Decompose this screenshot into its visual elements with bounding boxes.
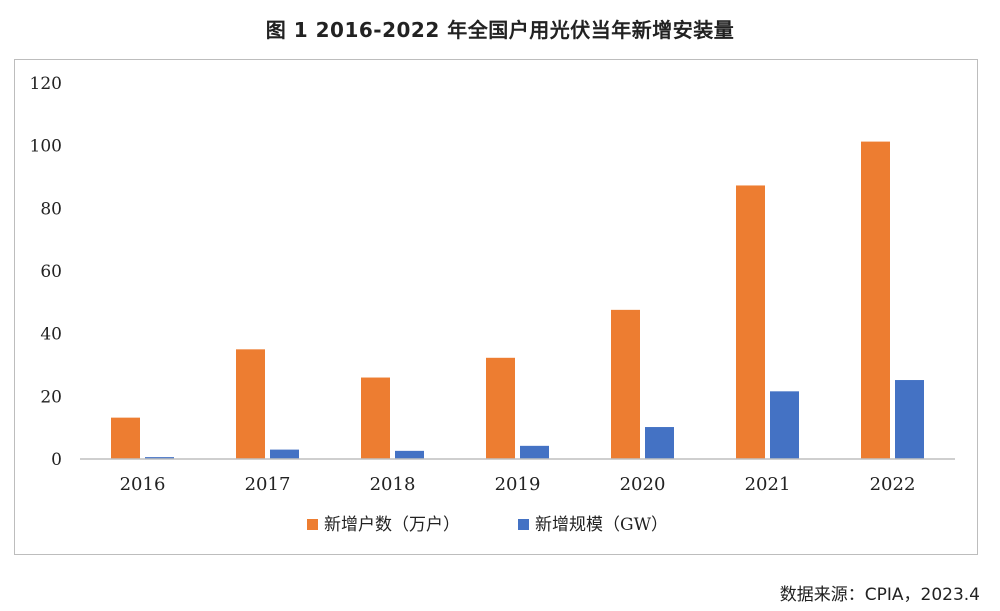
y-tick-label: 100 [30,137,62,157]
x-tick-label: 2016 [120,474,166,495]
x-tick-label: 2019 [495,474,541,495]
bar-capacity-2021 [770,391,799,459]
y-tick-label: 20 [40,387,62,407]
x-axis-tick-labels: 2016 2017 2018 2019 2020 2021 2022 [120,474,916,495]
bar-households-2017 [236,349,265,459]
bar-households-2019 [486,357,515,459]
bars [111,141,924,460]
x-tick-label: 2017 [245,474,291,495]
x-tick-label: 2021 [745,474,791,495]
chart-frame [14,59,978,555]
y-tick-label: 40 [40,325,62,345]
bar-households-2016 [111,417,140,459]
x-tick-label: 2018 [370,474,416,495]
bar-capacity-2019 [520,445,549,459]
x-tick-label: 2020 [620,474,666,495]
bar-households-2020 [611,309,640,459]
bar-capacity-2016 [145,457,174,459]
legend-swatch-households [307,519,318,530]
bar-capacity-2017 [270,449,299,459]
bar-capacity-2020 [645,427,674,459]
bar-capacity-2022 [895,380,924,459]
y-tick-label: 120 [30,74,62,94]
bar-households-2018 [361,377,390,459]
legend-label: 新增规模（GW） [535,515,668,535]
bar-households-2022 [861,141,890,460]
x-tick-label: 2022 [870,474,916,495]
chart-title: 图 1 2016-2022 年全国户用光伏当年新增安装量 [265,18,735,42]
legend-swatch-capacity [518,519,529,530]
y-axis-tick-labels: 0 20 40 60 80 100 120 [30,74,62,470]
y-tick-label: 80 [40,199,62,219]
legend: 新增户数（万户） 新增规模（GW） [307,515,668,535]
bar-households-2021 [736,185,765,459]
y-tick-label: 0 [51,450,62,470]
source-note: 数据来源：CPIA，2023.4 [779,585,980,605]
bar-capacity-2018 [395,450,424,459]
y-tick-label: 60 [40,262,62,282]
legend-label: 新增户数（万户） [324,515,460,535]
